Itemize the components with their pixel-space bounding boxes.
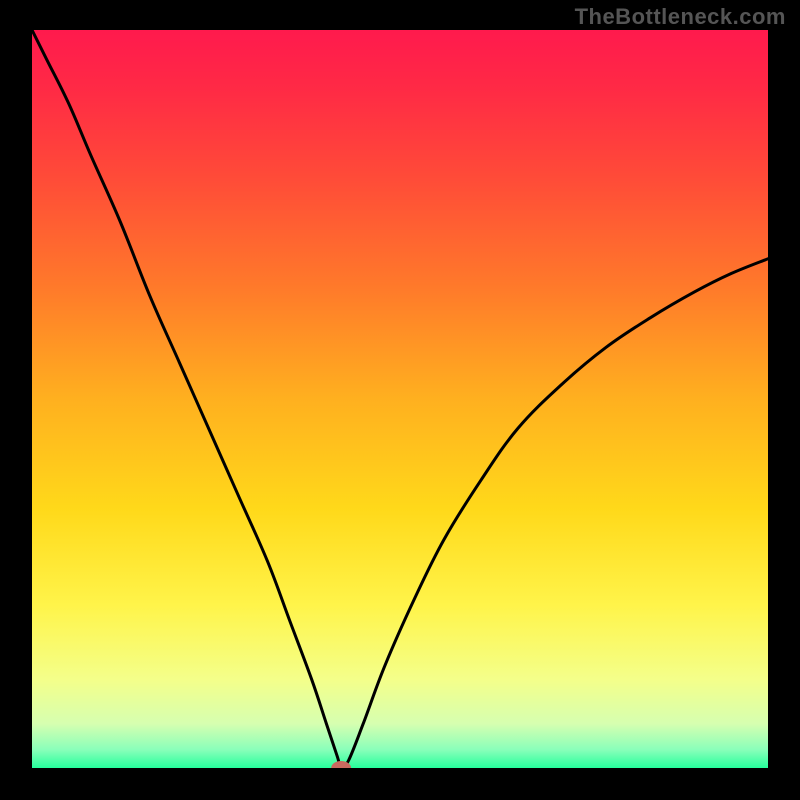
bottleneck-chart xyxy=(0,0,800,800)
chart-gradient-background xyxy=(32,30,768,768)
watermark-text: TheBottleneck.com xyxy=(575,4,786,30)
